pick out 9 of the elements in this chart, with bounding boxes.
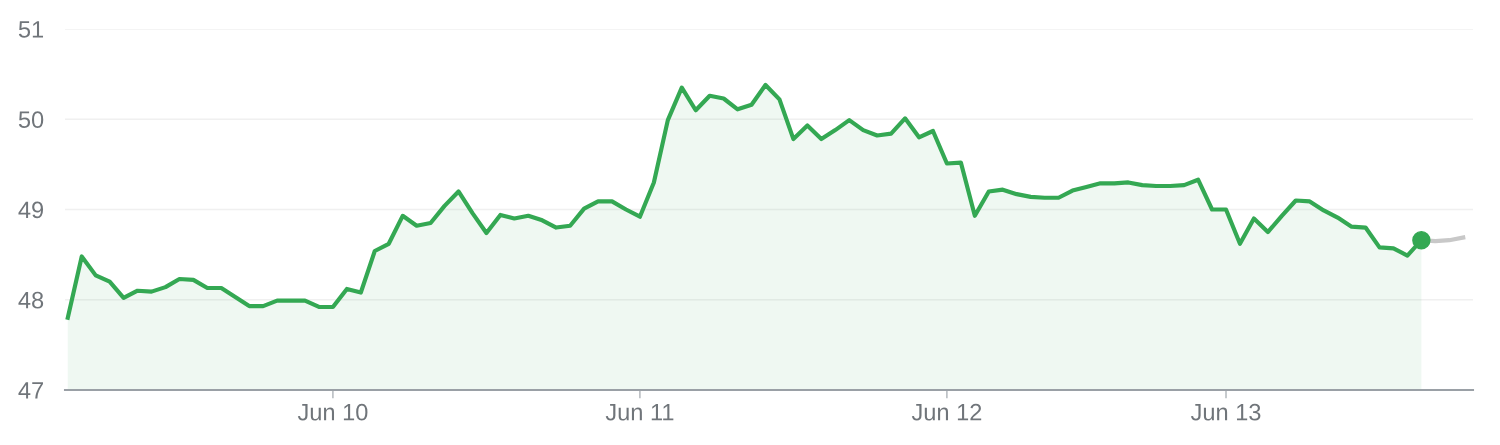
x-tick-label: Jun 11 [605,404,674,421]
y-tick-label: 51 [18,21,44,38]
x-tick-label: Jun 13 [1190,403,1261,421]
x-tick-label: Jun 12 [911,403,982,421]
x-tick-label: Jun 10 [297,403,368,421]
y-tick-label: 48 [18,291,44,309]
y-tick-label: 47 [18,382,43,399]
y-tick-label: 50 [18,111,44,129]
y-tick-label: 49 [18,201,44,219]
